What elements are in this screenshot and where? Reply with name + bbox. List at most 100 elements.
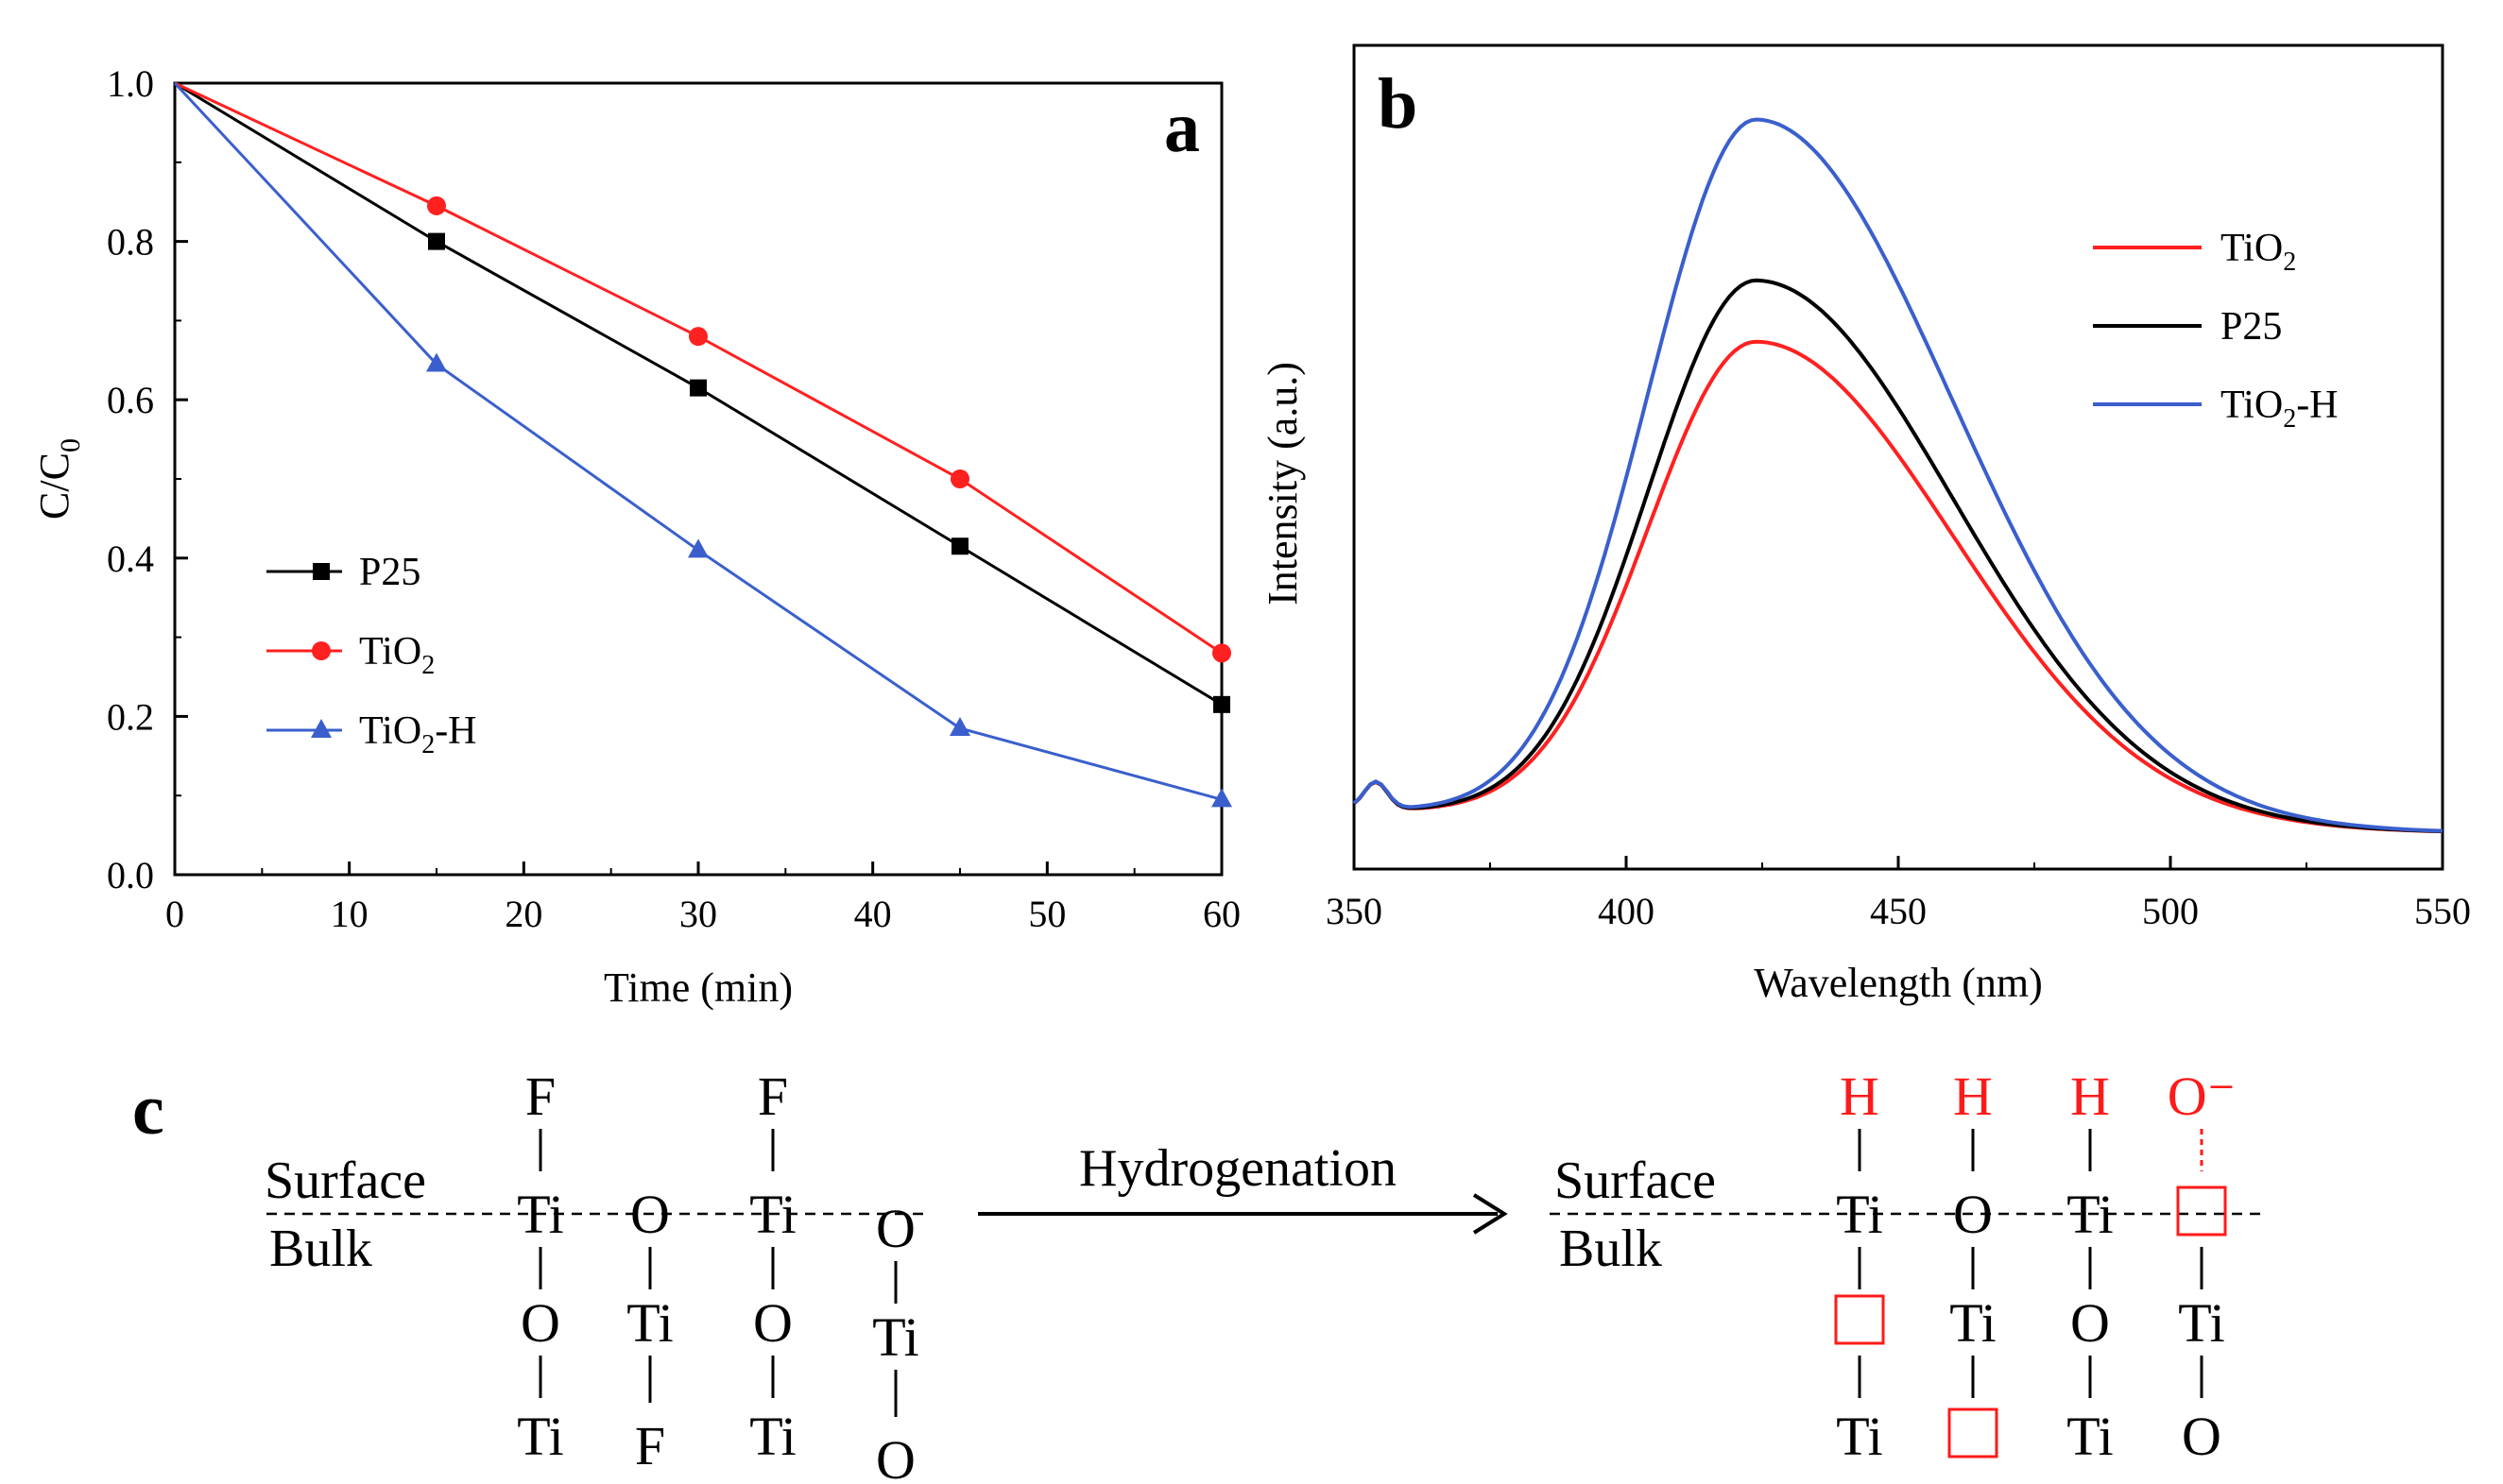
atom-label: O bbox=[2070, 1292, 2110, 1354]
atom-label: Ti bbox=[1949, 1292, 1997, 1354]
panel-b-label: b bbox=[1378, 64, 1417, 144]
panel-b-y-axis-label: Intensity (a.u.) bbox=[1260, 362, 1306, 606]
spectrum-line-TiO2 bbox=[1352, 339, 2443, 834]
spectrum-line-TiO2-H bbox=[1352, 117, 2443, 833]
y-tick-label: 0.8 bbox=[107, 221, 154, 264]
y-tick-label: 0.2 bbox=[107, 695, 154, 738]
atom-label: Ti bbox=[749, 1184, 797, 1245]
panel-c-scheme: c Surface Bulk F F Ti O Ti O O Ti O Ti Ti F Ti O Hydr… bbox=[132, 1066, 2268, 1484]
x-tick-label: 40 bbox=[854, 893, 892, 935]
x-tick-label: 30 bbox=[679, 893, 717, 935]
spectrum-line-P25 bbox=[1352, 278, 2443, 833]
marker-TiO2 bbox=[951, 469, 969, 488]
atom-label: O bbox=[630, 1184, 670, 1245]
atom-label: O bbox=[876, 1198, 916, 1259]
panel-a-chart: 0 10 20 30 40 50 60 0.00.20.40.60.81.0 a Time … bbox=[31, 62, 1241, 1011]
panel-a-y-axis-label-sub: 0 bbox=[55, 438, 86, 452]
x-tick-label: 350 bbox=[1326, 890, 1382, 932]
panel-b-x-axis-label: Wavelength (nm) bbox=[1754, 960, 2043, 1006]
atom-label: O bbox=[1953, 1184, 1993, 1245]
legend-label-tail: -H bbox=[435, 709, 476, 753]
panel-c-label: c bbox=[132, 1070, 164, 1150]
x-tick-label: 500 bbox=[2142, 890, 2199, 932]
legend-label-main: TiO bbox=[2220, 384, 2283, 427]
atom-label: H bbox=[1953, 1066, 1993, 1127]
marker-TiO2-H bbox=[1211, 788, 1232, 808]
series-line-TiO2-H bbox=[173, 81, 1223, 801]
panel-a-y-axis-label: C/C0 bbox=[31, 438, 86, 520]
atom-label: H bbox=[2070, 1066, 2110, 1127]
marker-TiO2 bbox=[312, 641, 331, 660]
marker-P25 bbox=[1213, 695, 1230, 713]
marker-P25 bbox=[428, 232, 445, 250]
panel-b-chart: 350 400 450 500 550 b Wavelength (nm) Intens… bbox=[1260, 43, 2471, 1006]
atom-label: Ti bbox=[2066, 1184, 2114, 1245]
marker-TiO2 bbox=[689, 327, 708, 347]
legend-label-main: TiO bbox=[359, 630, 421, 674]
x-tick-label: 20 bbox=[505, 893, 542, 935]
panel-b-x-ticks: 350 400 450 500 550 bbox=[1326, 856, 2471, 932]
marker-TiO2 bbox=[1212, 643, 1231, 663]
legend-label-main: TiO bbox=[2220, 227, 2283, 270]
atom-label: O bbox=[876, 1429, 916, 1484]
panel-b-series bbox=[1352, 117, 2443, 834]
marker-P25 bbox=[313, 563, 330, 580]
atom-label: Ti bbox=[1836, 1184, 1883, 1245]
x-tick-label: 400 bbox=[1598, 890, 1654, 932]
marker-TiO2-H bbox=[426, 352, 447, 372]
panel-a-label: a bbox=[1164, 88, 1200, 167]
legend-label-TiO2-H: TiO2-H bbox=[2220, 384, 2339, 434]
marker-P25 bbox=[690, 379, 707, 397]
y-tick-label: 0.6 bbox=[107, 379, 154, 421]
panel-a-series bbox=[173, 81, 1232, 808]
legend-label-sub: 2 bbox=[2283, 404, 2296, 434]
y-tick-label: 0.4 bbox=[107, 537, 154, 580]
legend-label-TiO2: TiO2 bbox=[2220, 227, 2296, 277]
vacancy-box bbox=[2176, 1185, 2227, 1237]
y-tick-label: 1.0 bbox=[107, 62, 154, 105]
x-tick-label: 550 bbox=[2414, 890, 2471, 932]
atom-label: F bbox=[635, 1415, 665, 1476]
panel-a-x-axis-label: Time (min) bbox=[604, 964, 793, 1011]
panel-a-x-ticks: 0 10 20 30 40 50 60 bbox=[165, 861, 1241, 935]
panel-a-y-ticks: 0.0 0.2 0.4 0.6 0.8 1.0 bbox=[107, 62, 188, 896]
arrow-head bbox=[1472, 1193, 1508, 1235]
series-line-TiO2 bbox=[174, 81, 1223, 655]
marker-TiO2 bbox=[427, 196, 446, 215]
legend-label-tail: -H bbox=[2296, 384, 2338, 427]
surface-label-after: Surface bbox=[1554, 1151, 1716, 1210]
marker-TiO2-H bbox=[311, 719, 332, 738]
vacancy-box bbox=[1834, 1294, 1885, 1345]
atom-label: O⁻ bbox=[2168, 1066, 2237, 1127]
surface-label-before: Surface bbox=[265, 1151, 426, 1210]
marker-TiO2-H bbox=[950, 716, 970, 736]
legend-label-TiO2-H: TiO2-H bbox=[359, 709, 477, 759]
atom-label: Ti bbox=[872, 1306, 919, 1368]
legend-label-TiO2: TiO2 bbox=[359, 630, 435, 680]
legend-label-sub: 2 bbox=[421, 730, 435, 759]
legend-label-P25: P25 bbox=[359, 551, 420, 594]
legend-label-P25: P25 bbox=[2220, 305, 2282, 349]
vacancy-box bbox=[1947, 1407, 1998, 1458]
bulk-label-after: Bulk bbox=[1559, 1220, 1662, 1278]
panel-a-y-axis-label-main: C/C bbox=[31, 452, 77, 520]
marker-P25 bbox=[951, 537, 969, 555]
x-tick-label: 450 bbox=[1870, 890, 1927, 932]
atom-label: F bbox=[525, 1066, 556, 1127]
x-tick-label: 0 bbox=[165, 893, 184, 935]
bulk-label-before: Bulk bbox=[269, 1220, 372, 1278]
legend-label-sub: 2 bbox=[2283, 247, 2296, 277]
atom-label: F bbox=[758, 1066, 788, 1127]
atom-label: H bbox=[1840, 1066, 1879, 1127]
atom-label: Ti bbox=[749, 1406, 797, 1467]
atom-label: Ti bbox=[626, 1292, 674, 1354]
atom-label: Ti bbox=[2178, 1292, 2225, 1354]
legend-label-main: P25 bbox=[359, 551, 420, 594]
legend-label-main: TiO bbox=[359, 709, 421, 753]
legend-label-main: P25 bbox=[2220, 305, 2282, 349]
atom-label: O bbox=[521, 1292, 560, 1354]
structure-after: H H H O⁻ Ti O Ti Ti O Ti Ti Ti O bbox=[1834, 1066, 2237, 1467]
